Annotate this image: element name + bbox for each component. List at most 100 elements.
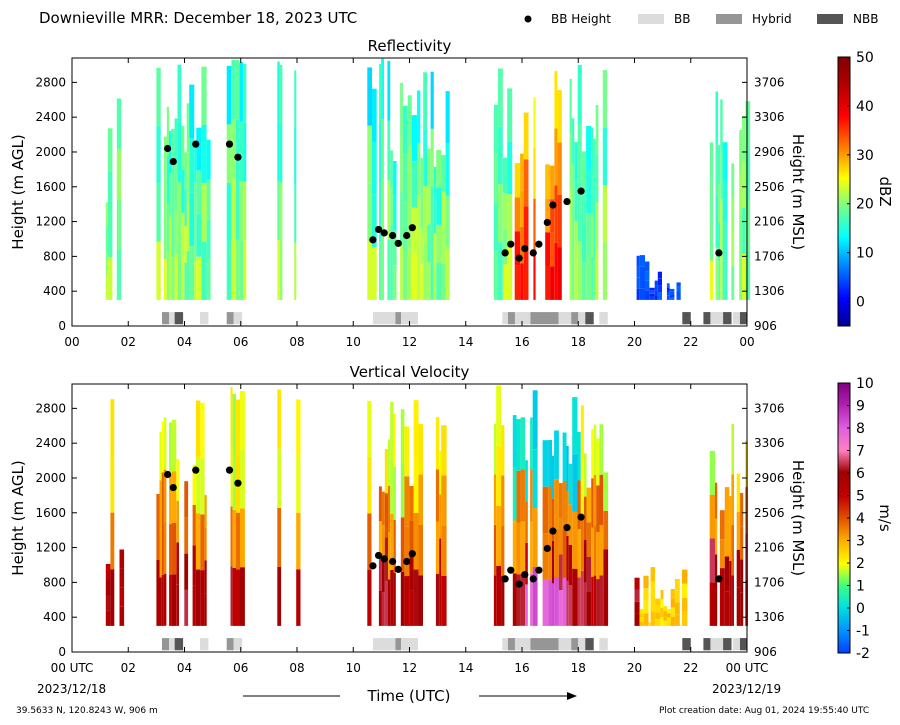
legend-label-1: BB — [674, 12, 690, 26]
y-tick-label: 800 — [43, 249, 66, 263]
bb-height-point — [169, 157, 177, 166]
y-tick-label: 800 — [43, 575, 66, 589]
y2-tick-label: 2506 — [754, 180, 785, 194]
x-tick-label: 20 — [627, 335, 642, 349]
bb-type-segment — [162, 312, 170, 325]
bb-height-point — [715, 249, 723, 257]
colorbar-tick-label: 10 — [856, 376, 874, 392]
colorbar-label-1: m/s — [876, 504, 894, 532]
bb-height-point — [369, 562, 377, 570]
bb-type-segment — [571, 638, 579, 651]
bb-type-segment — [703, 638, 711, 651]
bb-height-point — [374, 225, 383, 234]
bb-type-segment — [372, 312, 396, 325]
bb-type-segment — [682, 312, 691, 325]
bb-type-segment — [226, 638, 234, 651]
x-tick-label: 06 — [233, 335, 248, 349]
y-axis-label-1: Height (m AGL) — [9, 460, 27, 575]
bb-type-segment — [703, 312, 711, 325]
bb-type-segment — [233, 638, 243, 651]
y-tick-label: 2000 — [35, 471, 66, 485]
x-tick-label: 06 — [233, 661, 248, 675]
y2-tick-label: 1706 — [754, 575, 785, 589]
bb-type-segment — [599, 312, 608, 325]
colorbar-tick-label: 5 — [856, 489, 865, 505]
bb-type-segment — [558, 312, 572, 325]
colorbar-tick-label: 30 — [856, 148, 874, 164]
x-tick-label: 04 — [177, 335, 192, 349]
bb-height-point — [543, 218, 551, 227]
bb-type-segment — [502, 638, 508, 651]
bb-height-point — [515, 254, 523, 262]
bb-height-point — [535, 566, 543, 574]
bb-type-segment — [372, 638, 396, 651]
x-tick-label: 04 — [177, 661, 192, 675]
legend-label-3: NBB — [853, 12, 878, 26]
x-tick-label: 16 — [514, 335, 529, 349]
bb-height-point — [549, 201, 557, 209]
bb-height-point — [192, 466, 200, 474]
colorbar-tick-label: 20 — [856, 197, 874, 213]
bb-height-point — [715, 575, 723, 583]
bb-type-segment — [507, 312, 515, 325]
bb-height-point — [394, 239, 402, 247]
y2-axis-label-1: Height (m MSL) — [789, 460, 807, 576]
bb-height-point — [192, 140, 200, 148]
y2-tick-label: 3706 — [754, 75, 785, 89]
heatmap-fill-1 — [105, 385, 748, 626]
bb-height-point — [225, 140, 234, 148]
x-tick-label: 18 — [571, 335, 586, 349]
bb-type-segment — [578, 638, 586, 651]
bb-type-segment — [514, 312, 531, 325]
legend-label-2: Hybrid — [752, 12, 792, 26]
chart-title-1: Vertical Velocity — [350, 363, 470, 381]
bb-height-point — [374, 551, 383, 560]
bb-height-point — [234, 153, 242, 161]
start-date-label: 2023/12/18 — [37, 682, 107, 696]
bb-type-segment — [174, 312, 184, 325]
bb-type-segment — [599, 638, 608, 651]
bb-type-segment — [199, 638, 209, 651]
y2-tick-label: 2506 — [754, 506, 785, 520]
bb-height-point — [403, 231, 411, 240]
bb-type-segment — [162, 638, 170, 651]
x-tick-label: 12 — [402, 661, 417, 675]
bb-height-point — [369, 236, 377, 244]
y2-tick-label: 3706 — [754, 401, 785, 415]
y-tick-label: 0 — [58, 319, 66, 333]
header-legend: BB Height BB Hybrid NBB — [524, 12, 878, 26]
bb-height-point — [543, 544, 551, 553]
y2-tick-label: 2906 — [754, 471, 785, 485]
y2-tick-label: 1306 — [754, 284, 785, 298]
bb-height-point — [408, 224, 416, 232]
x-tick-label: 08 — [289, 335, 304, 349]
bb-height-point — [389, 231, 397, 240]
bb-type-segment — [739, 312, 747, 325]
colorbar-tick-label: 1 — [856, 579, 865, 595]
y-axis-label-0: Height (m AGL) — [9, 134, 27, 249]
bb-height-point — [521, 570, 529, 579]
y-tick-label: 1600 — [35, 506, 66, 520]
y-tick-label: 1200 — [35, 215, 66, 229]
x-tick-label: 16 — [514, 661, 529, 675]
bb-type-segment — [723, 312, 732, 325]
heatmap-fill-0 — [105, 58, 751, 300]
bb-height-point — [164, 470, 172, 479]
bb-type-segment — [233, 312, 243, 325]
legend-label-0: BB Height — [551, 12, 611, 26]
bb-type-segment — [682, 638, 691, 651]
x-tick-label: 14 — [458, 335, 473, 349]
y-tick-label: 400 — [43, 610, 66, 624]
bb-height-point — [403, 557, 411, 566]
y2-tick-label: 906 — [754, 319, 777, 333]
colorbar-tick-label: 3 — [856, 534, 865, 550]
y-tick-label: 0 — [58, 645, 66, 659]
bb-height-point — [563, 523, 571, 532]
y-tick-label: 1200 — [35, 541, 66, 555]
bb-type-segment — [571, 312, 579, 325]
x-tick-label: 00 UTC — [726, 661, 769, 675]
y-tick-label: 1600 — [35, 180, 66, 194]
creation-date-label: Plot creation date: Aug 01, 2024 19:55:4… — [659, 706, 870, 716]
